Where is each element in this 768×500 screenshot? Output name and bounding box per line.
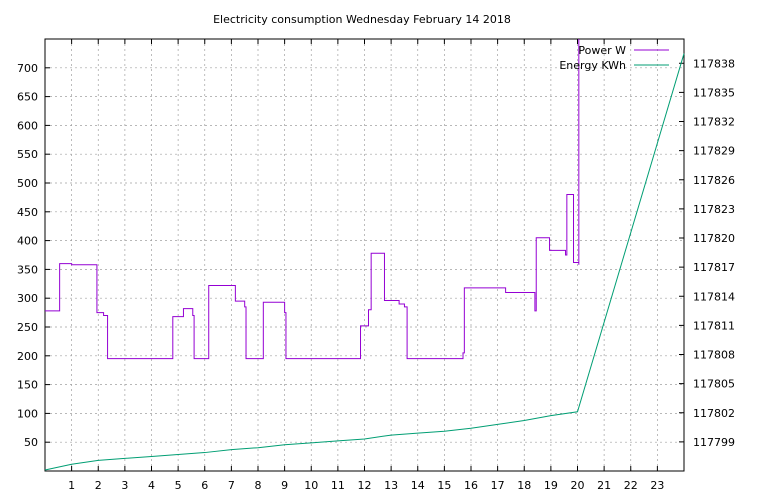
- x-tick-label: 4: [148, 479, 155, 492]
- x-tick-label: 5: [175, 479, 182, 492]
- y-tick-label: 400: [17, 235, 38, 248]
- chart-title: Electricity consumption Wednesday Februa…: [213, 13, 511, 26]
- y2-tick-label: 117838: [693, 57, 735, 70]
- x-tick-label: 13: [384, 479, 398, 492]
- y2-tick-label: 117802: [693, 407, 735, 420]
- x-tick-label: 19: [544, 479, 558, 492]
- x-tick-label: 2: [95, 479, 102, 492]
- x-tick-label: 22: [624, 479, 638, 492]
- y-tick-label: 450: [17, 206, 38, 219]
- x-tick-label: 16: [464, 479, 478, 492]
- x-tick-label: 10: [304, 479, 318, 492]
- y2-tick-label: 117829: [693, 145, 735, 158]
- y2-tick-label: 117835: [693, 86, 735, 99]
- series-line-energy-kwh: [44, 53, 685, 471]
- y-tick-label: 550: [17, 148, 38, 161]
- y-tick-label: 650: [17, 91, 38, 104]
- y2-tick-label: 117805: [693, 378, 735, 391]
- y-tick-label: 150: [17, 379, 38, 392]
- axis-ticks: 1 2 3 4 5 6 7 8 9 10 11 12 13 14 15 16 17 18 19 20 21 22 23501…: [17, 39, 735, 492]
- series-layer: [44, 39, 685, 471]
- x-tick-label: 9: [281, 479, 288, 492]
- y-tick-label: 200: [17, 350, 38, 363]
- y2-tick-label: 117799: [693, 436, 735, 449]
- x-tick-label: 1: [68, 479, 75, 492]
- y-tick-label: 350: [17, 263, 38, 276]
- y-tick-label: 100: [17, 407, 38, 420]
- y-tick-label: 300: [17, 292, 38, 305]
- y2-tick-label: 117814: [693, 290, 735, 303]
- x-tick-label: 18: [517, 479, 531, 492]
- x-tick-label: 8: [255, 479, 262, 492]
- legend-label: Power W: [578, 44, 626, 57]
- y2-tick-label: 117817: [693, 261, 735, 274]
- x-tick-label: 17: [491, 479, 505, 492]
- y2-tick-label: 117820: [693, 232, 735, 245]
- y2-tick-label: 117808: [693, 349, 735, 362]
- x-tick-label: 7: [228, 479, 235, 492]
- x-tick-label: 14: [411, 479, 425, 492]
- x-tick-label: 6: [201, 479, 208, 492]
- series-line-power-w: [45, 39, 580, 360]
- y2-tick-label: 117826: [693, 174, 735, 187]
- x-tick-label: 20: [571, 479, 585, 492]
- legend-label: Energy KWh: [559, 59, 626, 72]
- y-tick-label: 600: [17, 119, 38, 132]
- y2-tick-label: 117832: [693, 116, 735, 129]
- y2-tick-label: 117811: [693, 319, 735, 332]
- y-tick-label: 50: [24, 436, 38, 449]
- y2-tick-label: 117823: [693, 203, 735, 216]
- y-tick-label: 500: [17, 177, 38, 190]
- y-tick-label: 700: [17, 62, 38, 75]
- legend: Power W Energy KWh: [559, 44, 669, 72]
- x-tick-label: 23: [650, 479, 664, 492]
- x-tick-label: 12: [358, 479, 372, 492]
- x-tick-label: 21: [597, 479, 611, 492]
- x-tick-label: 3: [121, 479, 128, 492]
- y-tick-label: 250: [17, 321, 38, 334]
- grid: [45, 39, 684, 471]
- x-tick-label: 15: [437, 479, 451, 492]
- x-tick-label: 11: [331, 479, 345, 492]
